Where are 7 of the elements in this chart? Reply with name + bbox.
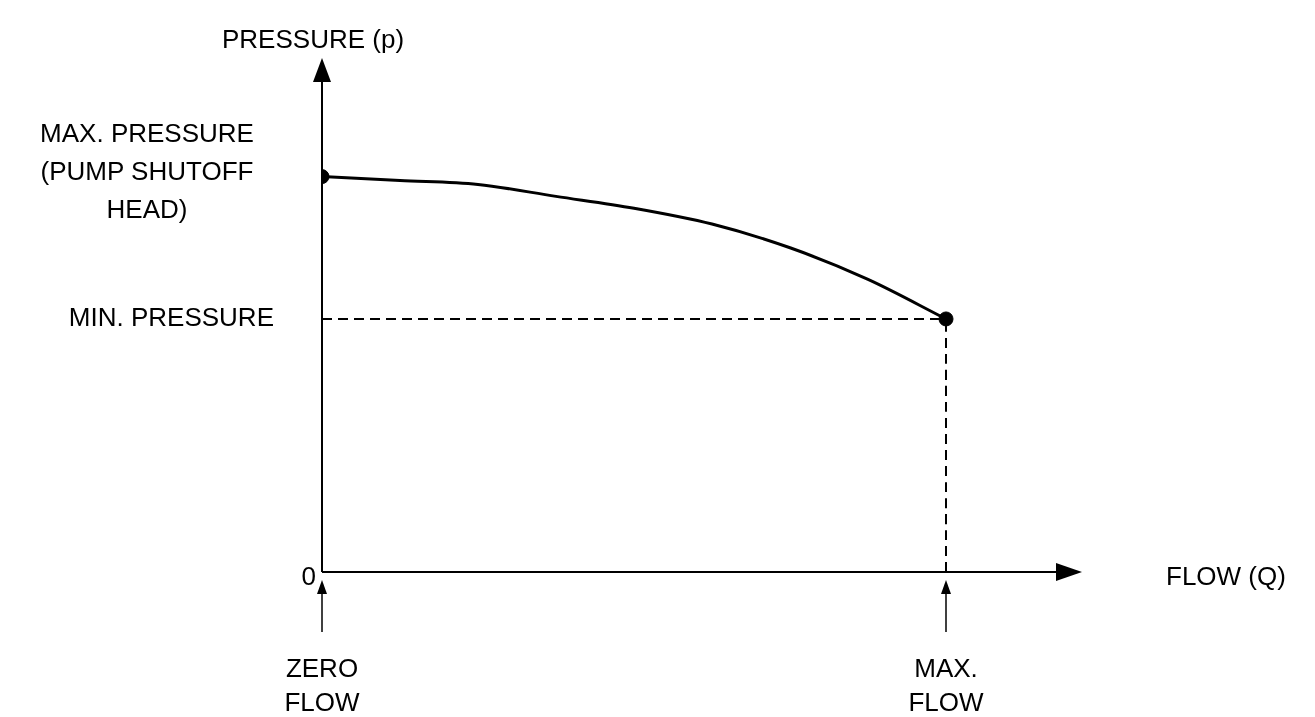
- text: 0: [301, 561, 316, 592]
- x-axis-title: FLOW (Q): [1166, 561, 1286, 592]
- ref-line-label: MIN. PRESSURE: [68, 302, 274, 333]
- x-tick-label: ZERO FLOW: [284, 653, 361, 717]
- y-axis-title: PRESSURE (p): [222, 24, 405, 55]
- x-tick-label: MAX. FLOW: [908, 653, 985, 717]
- annotation: MAX. PRESSURE (PUMP SHUTOFF HEAD): [40, 117, 254, 224]
